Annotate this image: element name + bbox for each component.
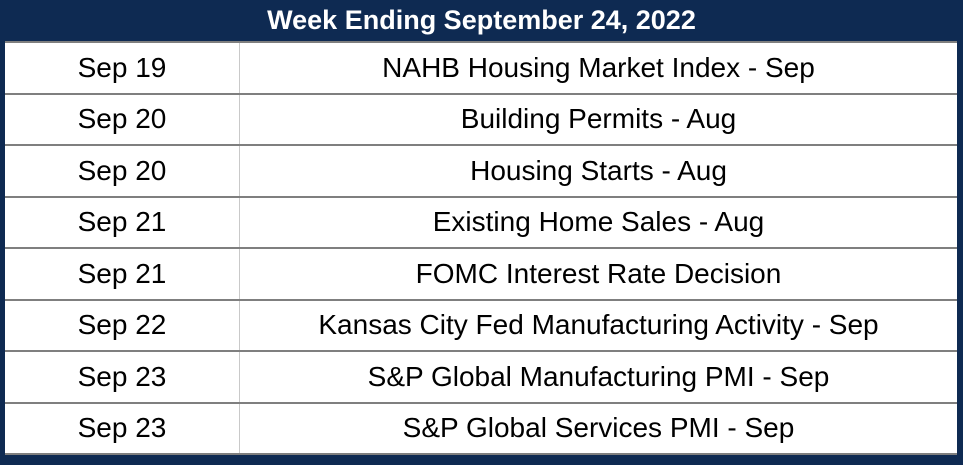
date-cell: Sep 21 xyxy=(5,197,240,247)
table-body: Sep 19 NAHB Housing Market Index - Sep S… xyxy=(5,41,957,455)
table-row: Sep 21 FOMC Interest Rate Decision xyxy=(5,249,957,301)
table-row: Sep 19 NAHB Housing Market Index - Sep xyxy=(5,43,957,95)
table-row: Sep 21 Existing Home Sales - Aug xyxy=(5,197,957,249)
table-header: Week Ending September 24, 2022 xyxy=(0,0,963,41)
table-row: Sep 23 S&P Global Manufacturing PMI - Se… xyxy=(5,352,957,404)
page-title: Week Ending September 24, 2022 xyxy=(267,5,696,35)
date-cell: Sep 23 xyxy=(5,352,240,402)
table-row: Sep 20 Housing Starts - Aug xyxy=(5,146,957,198)
table-row: Sep 23 S&P Global Services PMI - Sep xyxy=(5,403,957,455)
date-cell: Sep 20 xyxy=(5,94,240,144)
date-cell: Sep 21 xyxy=(5,249,240,299)
date-cell: Sep 20 xyxy=(5,146,240,196)
event-cell: Building Permits - Aug xyxy=(460,103,737,135)
event-cell: S&P Global Manufacturing PMI - Sep xyxy=(367,360,830,392)
date-cell: Sep 19 xyxy=(5,43,240,93)
date-cell: Sep 23 xyxy=(5,403,240,453)
date-cell: Sep 22 xyxy=(5,300,240,350)
event-cell: FOMC Interest Rate Decision xyxy=(415,257,782,289)
event-cell: Kansas City Fed Manufacturing Activity -… xyxy=(318,309,879,341)
table-row: Sep 20 Building Permits - Aug xyxy=(5,94,957,146)
event-cell: Existing Home Sales - Aug xyxy=(432,206,765,238)
event-cell: NAHB Housing Market Index - Sep xyxy=(382,51,815,83)
event-cell: S&P Global Services PMI - Sep xyxy=(402,412,795,444)
event-cell: Housing Starts - Aug xyxy=(470,154,727,186)
table-row: Sep 22 Kansas City Fed Manufacturing Act… xyxy=(5,300,957,352)
